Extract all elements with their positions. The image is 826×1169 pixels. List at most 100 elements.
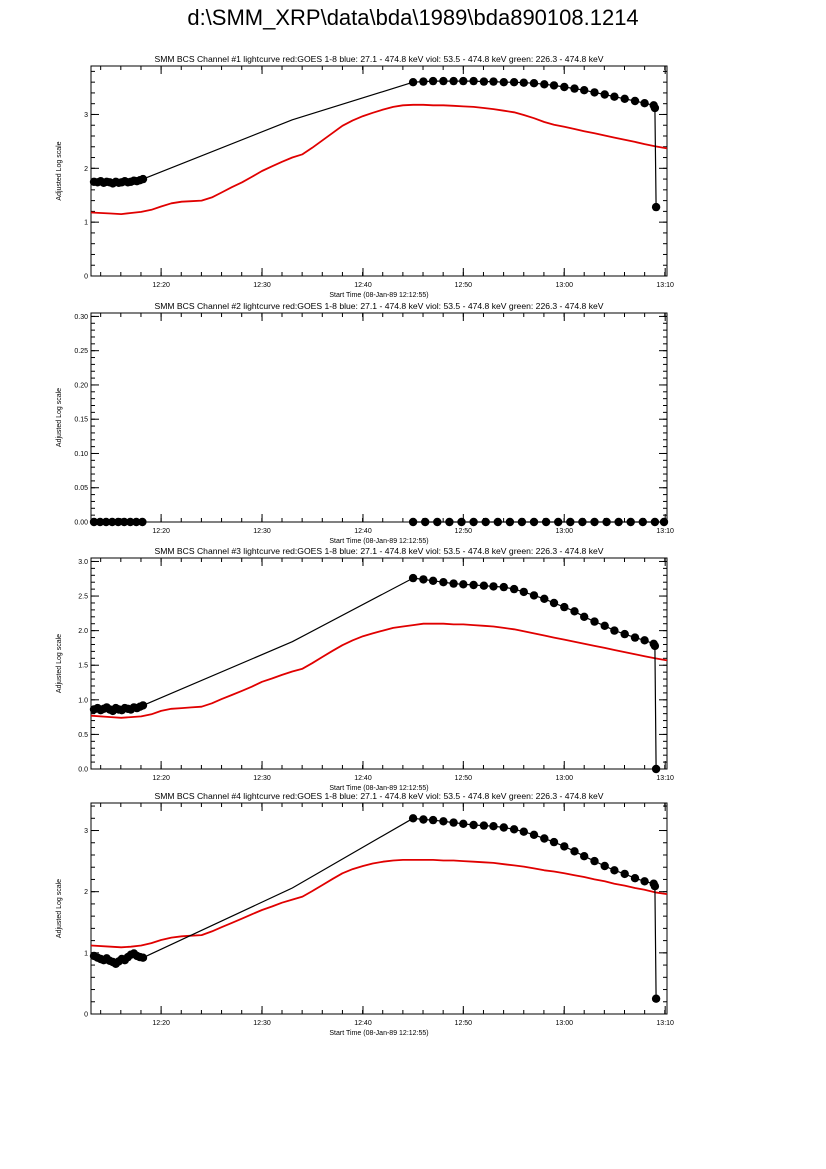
data-point	[505, 517, 515, 527]
y-tick-label: 0.0	[78, 767, 88, 774]
chart-title: SMM BCS Channel #3 lightcurve red:GOES 1…	[154, 546, 603, 556]
data-point	[650, 882, 660, 891]
data-point	[479, 821, 489, 830]
y-tick-label: 2	[84, 166, 88, 173]
plot-frame	[90, 312, 668, 523]
data-point	[549, 837, 559, 847]
series-line-1	[90, 103, 668, 216]
data-point	[89, 517, 99, 527]
y-tick-label: 1	[84, 220, 88, 227]
data-point	[620, 629, 629, 639]
x-tick-label: 12:20	[152, 1020, 170, 1027]
y-tick-label: 0	[84, 274, 88, 281]
data-point	[529, 517, 539, 527]
y-tick-label: 1.0	[78, 697, 88, 704]
data-point	[600, 621, 609, 630]
data-point	[439, 578, 448, 587]
data-point	[554, 517, 563, 527]
x-tick-label: 12:30	[253, 1020, 271, 1027]
data-point	[549, 598, 559, 608]
data-point	[651, 764, 661, 774]
x-tick-label: 13:00	[555, 1020, 573, 1027]
data-point	[570, 847, 579, 856]
data-point	[659, 517, 669, 527]
data-point	[449, 579, 458, 588]
y-tick-label: 0	[84, 1012, 88, 1019]
chart-panel-1: SMM BCS Channel #1 lightcurve red:GOES 1…	[56, 54, 674, 299]
x-axis-label: Start Time (08-Jan-89 12:12:55)	[329, 1030, 428, 1037]
data-point	[408, 517, 418, 527]
data-point	[519, 827, 528, 836]
data-point	[499, 823, 508, 832]
y-tick-label: 2	[84, 889, 88, 896]
data-point	[541, 517, 551, 527]
data-point	[529, 830, 539, 839]
data-point	[640, 877, 649, 886]
data-point	[489, 822, 498, 831]
y-tick-label: 2.0	[78, 628, 88, 635]
data-point	[408, 78, 418, 87]
y-axis-label: Adjusted Log scale	[56, 141, 63, 200]
data-point	[499, 78, 508, 87]
data-point	[459, 580, 468, 589]
x-tick-label: 12:20	[152, 775, 170, 782]
data-point	[509, 78, 519, 87]
x-tick-label: 12:50	[455, 282, 473, 289]
data-point	[519, 78, 528, 87]
data-point	[449, 76, 458, 86]
data-point	[108, 517, 117, 527]
chart-title: SMM BCS Channel #2 lightcurve red:GOES 1…	[154, 301, 603, 311]
data-point	[120, 517, 129, 527]
data-point	[459, 819, 468, 828]
data-point	[469, 820, 478, 830]
y-tick-label: 2.5	[78, 594, 88, 601]
series-line-2	[93, 817, 657, 999]
data-point	[138, 953, 148, 962]
data-point	[138, 174, 148, 184]
data-point	[630, 874, 640, 883]
data-point	[540, 80, 549, 89]
data-point	[421, 517, 430, 527]
data-point	[602, 517, 611, 527]
data-point	[408, 573, 418, 583]
data-point	[493, 517, 502, 527]
data-point	[95, 517, 105, 527]
data-point	[114, 517, 123, 527]
page-title: d:\SMM_XRP\data\bda\1989\bda890108.1214	[187, 5, 639, 30]
y-axis-label: Adjusted Log scale	[56, 388, 63, 447]
series-line-2	[93, 80, 657, 208]
data-point	[419, 815, 428, 824]
series-line-1	[90, 859, 668, 949]
plot-frame	[90, 802, 668, 1015]
chart-panel-4: SMM BCS Channel #4 lightcurve red:GOES 1…	[56, 791, 674, 1037]
data-point	[479, 581, 489, 590]
y-tick-label: 1.5	[78, 663, 88, 670]
chart-title: SMM BCS Channel #4 lightcurve red:GOES 1…	[154, 791, 603, 801]
data-point	[419, 77, 428, 86]
data-point	[509, 825, 519, 834]
data-point	[428, 576, 438, 585]
data-point	[479, 77, 489, 86]
x-tick-label: 12:20	[152, 282, 170, 289]
y-tick-label: 3.0	[78, 559, 88, 566]
data-point	[138, 517, 147, 527]
data-point	[640, 636, 649, 645]
x-tick-label: 13:10	[656, 775, 674, 782]
chart-panel-2: SMM BCS Channel #2 lightcurve red:GOES 1…	[56, 301, 674, 545]
data-point	[630, 96, 640, 106]
x-tick-label: 12:30	[253, 775, 271, 782]
data-point	[580, 612, 589, 621]
x-tick-label: 12:50	[455, 528, 473, 535]
data-point	[570, 84, 579, 93]
data-point	[570, 607, 579, 616]
plot-frame	[90, 65, 668, 277]
data-point	[126, 517, 135, 527]
y-tick-label: 0.5	[78, 732, 88, 739]
data-point	[610, 866, 619, 875]
data-point	[419, 575, 428, 584]
data-point	[517, 517, 527, 527]
x-tick-label: 12:50	[455, 775, 473, 782]
data-point	[509, 584, 519, 594]
data-point	[469, 76, 478, 86]
x-tick-label: 13:10	[656, 528, 674, 535]
